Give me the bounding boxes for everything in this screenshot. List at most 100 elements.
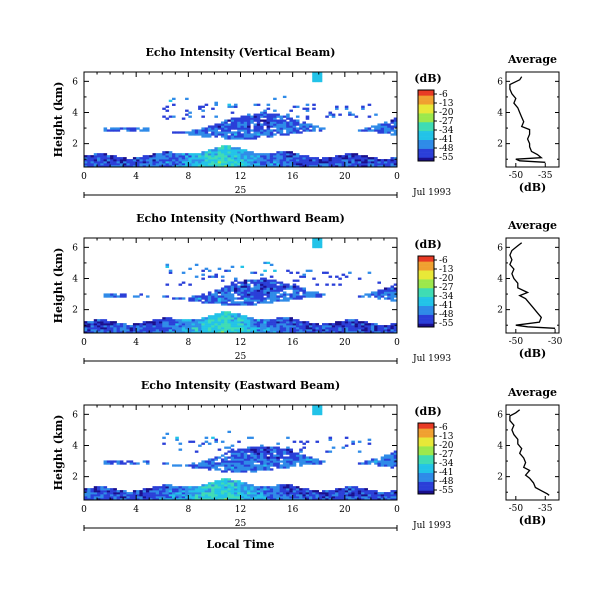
heatmap-cell	[243, 291, 248, 294]
heatmap-cell	[331, 496, 336, 499]
heatmap-cell	[132, 492, 137, 495]
heatmap-cell	[217, 456, 222, 459]
heatmap-cell	[214, 317, 218, 320]
heatmap-cell	[253, 157, 258, 160]
heatmap-cell	[142, 163, 147, 166]
heatmap-cell	[377, 329, 381, 332]
heatmap-cell	[276, 129, 280, 132]
heatmap-cell	[282, 331, 287, 334]
heatmap-cell	[322, 327, 326, 330]
heatmap-cell	[211, 163, 215, 166]
heatmap-cell	[240, 137, 245, 140]
heatmap-cell	[136, 494, 140, 497]
heatmap-cell	[162, 159, 166, 162]
heatmap-cell	[295, 490, 300, 493]
heatmap-cell	[380, 498, 385, 501]
heatmap-cell	[364, 321, 368, 324]
heatmap-cell	[335, 496, 339, 499]
heatmap-cell	[220, 458, 225, 461]
heatmap-cell	[191, 131, 196, 134]
heatmap-cell	[211, 155, 215, 158]
heatmap-cell	[237, 301, 241, 304]
heatmap-cell	[103, 159, 108, 162]
heatmap-cell	[243, 468, 248, 471]
heatmap-cell	[263, 464, 267, 467]
heatmap-cell	[338, 321, 342, 324]
heatmap-cell	[93, 159, 98, 162]
heatmap-cell	[305, 115, 310, 118]
heatmap-cell	[331, 325, 336, 328]
heatmap-cell	[119, 157, 124, 160]
heatmap-cell	[276, 165, 280, 168]
y-tick-label: 6	[72, 77, 78, 87]
heatmap-cell	[113, 331, 117, 334]
heatmap-cell	[220, 454, 225, 457]
heatmap-cell	[204, 496, 209, 499]
heatmap-cell	[383, 163, 388, 166]
heatmap-cell	[292, 440, 297, 443]
heatmap-cell	[227, 492, 232, 495]
heatmap-cell	[220, 155, 225, 158]
heatmap-cell	[237, 131, 241, 134]
heatmap-cell	[168, 99, 173, 102]
heatmap-cell	[253, 123, 258, 126]
heatmap-cell	[292, 331, 297, 334]
heatmap-cell	[256, 494, 261, 497]
heatmap-cell	[269, 293, 274, 296]
heatmap-cell	[217, 448, 222, 451]
heatmap-cell	[220, 163, 225, 166]
avg-title: Average	[507, 386, 557, 399]
heatmap-cell	[279, 452, 284, 455]
heatmap-cell	[116, 323, 121, 326]
heatmap-cell	[279, 283, 284, 286]
heatmap-cell	[233, 155, 238, 158]
heatmap-cell	[178, 163, 183, 166]
heatmap-cell	[214, 153, 218, 156]
heatmap-cell	[387, 163, 391, 166]
heatmap-cell	[390, 291, 395, 294]
heatmap-cell	[237, 315, 241, 318]
heatmap-cell	[348, 165, 352, 168]
heatmap-cell	[263, 460, 267, 463]
heatmap-cell	[344, 488, 349, 491]
heatmap-cell	[305, 117, 310, 120]
heatmap-cell	[247, 117, 251, 120]
heatmap-cell	[227, 464, 232, 467]
heatmap-cell	[211, 498, 215, 501]
heatmap-cell	[93, 486, 98, 489]
heatmap-cell	[312, 127, 316, 130]
heatmap-cell	[335, 155, 339, 158]
heatmap-cell	[243, 129, 248, 132]
heatmap-cell	[367, 492, 372, 495]
colorbar-segment	[418, 451, 434, 454]
heatmap-cell	[292, 155, 297, 158]
heatmap-cell	[224, 323, 228, 326]
heatmap-cell	[312, 325, 316, 328]
heatmap-cell	[233, 147, 238, 150]
heatmap-cell	[390, 460, 395, 463]
heatmap-cell	[292, 460, 297, 463]
heatmap-cell	[247, 460, 251, 463]
heatmap-cell	[152, 492, 157, 495]
heatmap-cell	[201, 496, 205, 499]
heatmap-cell	[243, 153, 248, 156]
heatmap-cell	[266, 488, 271, 491]
heatmap-cell	[217, 131, 222, 134]
heatmap-cell	[289, 151, 293, 154]
heatmap-cell	[335, 488, 339, 491]
heatmap-cell	[348, 153, 352, 156]
heatmap-cell	[230, 482, 235, 485]
heatmap-cell	[367, 490, 372, 493]
heatmap-cell	[286, 446, 290, 449]
heatmap-cell	[220, 482, 225, 485]
heatmap-cell	[103, 295, 108, 298]
heatmap-cell	[204, 161, 209, 164]
heatmap-cell	[247, 448, 251, 451]
heatmap-cell	[129, 159, 134, 162]
heatmap-cell	[233, 121, 238, 124]
heatmap-cell	[158, 319, 163, 322]
heatmap-cell	[198, 321, 202, 324]
heatmap-cell	[312, 405, 316, 408]
heatmap-cell	[191, 153, 196, 156]
heatmap-cell	[312, 410, 316, 414]
